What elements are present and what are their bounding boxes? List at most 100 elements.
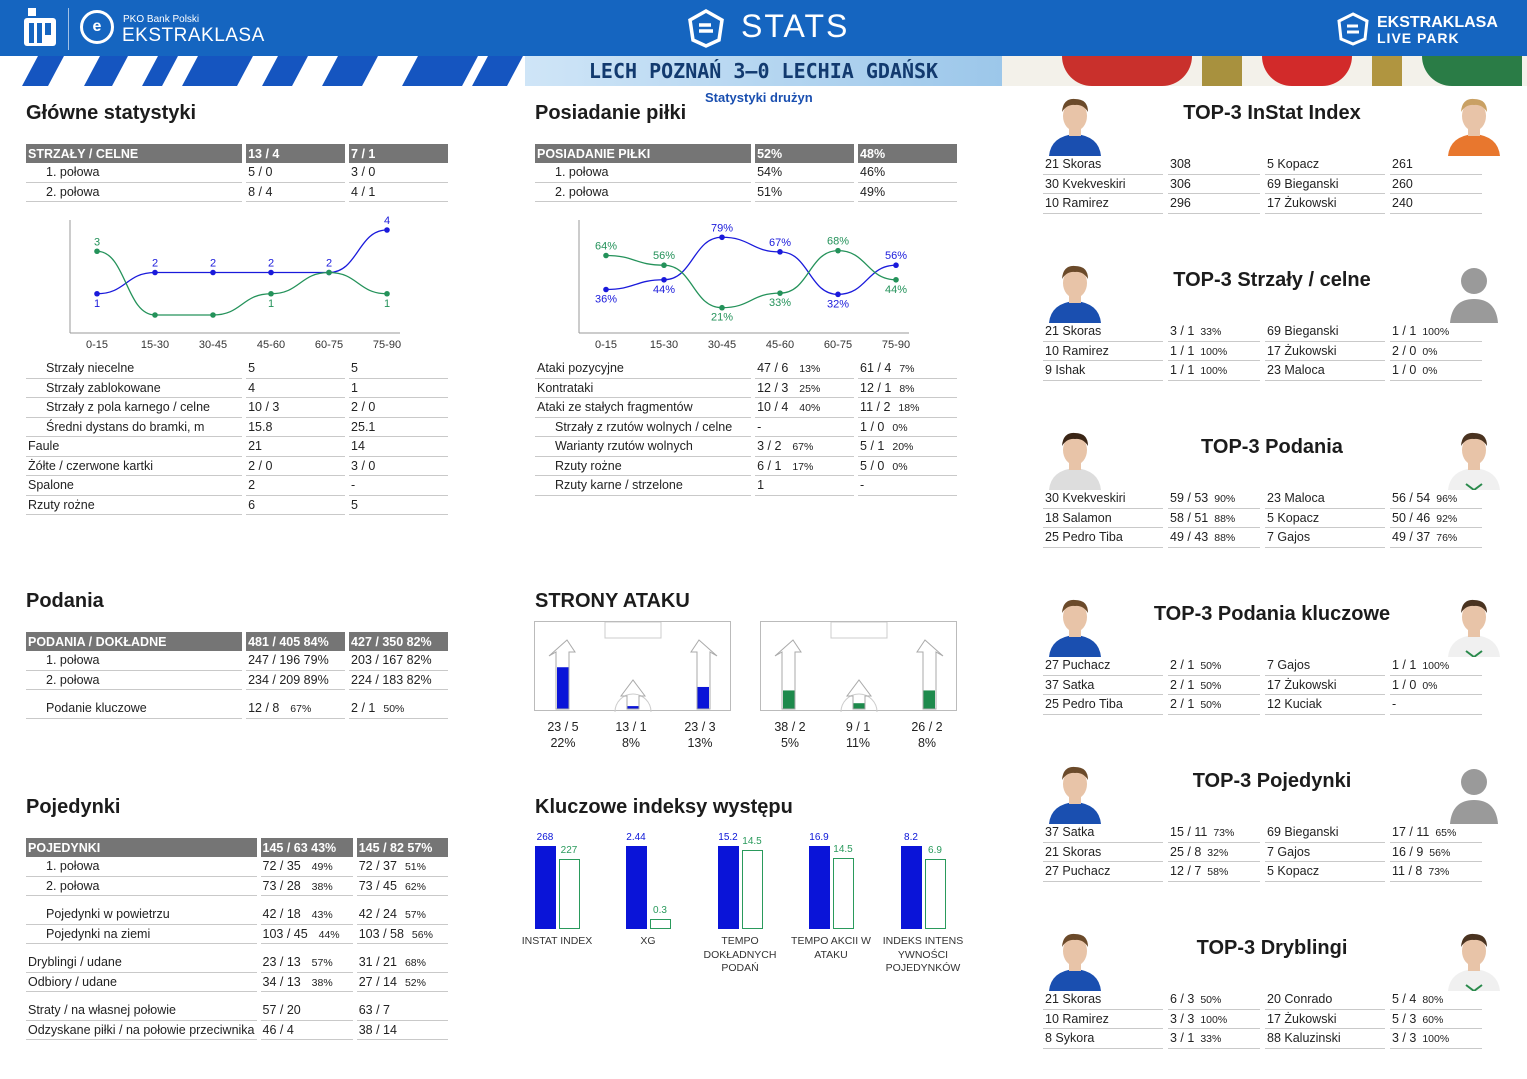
row-away: - <box>858 476 957 496</box>
away-percent: 18% <box>898 402 920 415</box>
data-label: 2 <box>326 258 332 270</box>
home-percent: 17% <box>789 460 814 473</box>
top3-player-home: 21 Skoras <box>1043 843 1163 862</box>
top3-player-away: 12 Kuciak <box>1265 695 1385 715</box>
top3-row: 10 Ramirez 1 / 1 100% 17 Żukowski 2 / 0 0% <box>1043 342 1482 361</box>
table-row: Odzyskane piłki / na połowie przeciwnika… <box>26 1021 448 1040</box>
top3-stat-away: 5 / 4 80% <box>1390 990 1482 1010</box>
player-photo-home <box>1045 426 1105 490</box>
player-photo-away <box>1444 426 1504 492</box>
row-home: 8 / 4 <box>246 183 346 202</box>
column-gap <box>256 838 261 857</box>
top3-title: TOP-3 Strzały / celne <box>1173 269 1371 291</box>
top3-percent: 88% <box>1214 512 1236 525</box>
top3-value: 50 / 46 <box>1392 510 1431 525</box>
table-row: Strzały z rzutów wolnych / celne - 1 / 0 0% <box>535 418 957 437</box>
home-value: 12 / 3 <box>757 380 789 395</box>
top3-percent: 33% <box>1200 1033 1222 1046</box>
top3-stat-away: 5 / 3 60% <box>1390 1010 1482 1029</box>
key-index-away-bar <box>650 918 671 929</box>
top3-stat-home: 6 / 3 50% <box>1168 990 1260 1010</box>
data-point <box>603 286 609 293</box>
attack-side-percent: 8% <box>621 736 641 750</box>
top3-stat-away: 16 / 9 56% <box>1390 843 1482 862</box>
top3-player-away: 23 Maloca <box>1265 361 1385 381</box>
attack-side-percent: 11% <box>845 736 871 750</box>
player-photo-away <box>1444 760 1504 824</box>
top3-percent: 80% <box>1422 994 1444 1007</box>
row-away: 1 <box>349 379 448 398</box>
attack-side-label: 13 / 1 8% <box>601 719 661 751</box>
data-label: 67% <box>769 237 791 249</box>
key-index-home-value: 268 <box>536 832 554 843</box>
passes-title: Podania <box>26 590 104 612</box>
row-home: 21 <box>246 437 346 457</box>
away-percent: 0% <box>892 421 908 434</box>
top3-percent: 73% <box>1428 866 1450 879</box>
row-label: 1. połowa <box>26 857 257 877</box>
table-row: Warianty rzutów wolnych 3 / 2 67% 5 / 1 20% <box>535 437 957 457</box>
spacer <box>26 992 448 1001</box>
top3-value: - <box>1392 697 1397 712</box>
top3-table: 21 Skoras 6 / 3 50% 20 Conrado 5 / 4 80% 10 Ra… <box>1043 990 1482 1049</box>
player-photo-away <box>1444 593 1504 659</box>
away-value: 73 / 45 <box>358 878 397 893</box>
key-index-away-value: 14.5 <box>742 835 762 847</box>
attack-side-label: 26 / 2 8% <box>897 719 957 751</box>
row-label: Strzały niecelne <box>26 359 243 379</box>
attack-side-percent: 8% <box>917 736 937 750</box>
table-row: Rzuty karne / strzelone 1 - <box>535 476 957 496</box>
row-label: Warianty rzutów wolnych <box>535 437 752 457</box>
row-label: Faule <box>26 437 243 457</box>
away-value: 103 / 58 <box>358 926 404 941</box>
top3-value: 2 / 0 <box>1392 343 1417 358</box>
row-home: 46 / 4 <box>260 1021 353 1040</box>
away-percent: 57% <box>404 909 426 922</box>
top3-row: 25 Pedro Tiba 49 / 43 88% 7 Gajos 49 / 37 76% <box>1043 528 1482 548</box>
top3-value: 2 / 1 <box>1170 697 1195 712</box>
data-label: 68% <box>827 236 849 248</box>
data-point <box>893 262 899 269</box>
data-label: 56% <box>885 250 907 262</box>
top3-stat-home: 3 / 3 100% <box>1168 1010 1260 1029</box>
top3-value: 16 / 9 <box>1392 844 1424 859</box>
row-away: 12 / 1 8% <box>858 379 957 398</box>
top3-stat-home: 25 / 8 32% <box>1168 843 1260 862</box>
key-index-label: XG <box>640 935 656 947</box>
top3-table: 21 Skoras 308 5 Kopacz 261 30 Kvekveskiri 306… <box>1043 155 1482 214</box>
data-point <box>384 290 390 297</box>
top3-stat-home: 2 / 1 50% <box>1168 676 1260 695</box>
attack-arrow-icon <box>916 639 944 710</box>
x-tick-label: 30-45 <box>199 339 227 351</box>
table-row: Ataki ze stałych fragmentów 10 / 4 40% 11 … <box>535 398 957 418</box>
table-row: Rzuty rożne 6 / 1 17% 5 / 0 0% <box>535 457 957 476</box>
data-label: 56% <box>653 250 675 262</box>
away-value: 42 / 24 <box>358 907 397 922</box>
row-label: Podanie kluczowe <box>26 699 243 719</box>
x-tick-label: 45-60 <box>257 339 285 351</box>
player-photo-away <box>1444 92 1504 156</box>
attack-side-bar <box>783 690 795 709</box>
row-away: 73 / 45 62% <box>356 877 448 896</box>
row-away: 63 / 7 <box>356 1001 448 1021</box>
table-row: Strzały zablokowane 4 1 <box>26 379 448 398</box>
top3-player-away: 7 Gajos <box>1265 843 1385 862</box>
top3-value: 49 / 37 <box>1392 530 1431 545</box>
top3-value: 1 / 1 <box>1392 324 1417 339</box>
away-percent: 7% <box>899 363 915 376</box>
home-percent: 25% <box>796 382 821 395</box>
data-point <box>268 269 274 276</box>
top3-row: 25 Pedro Tiba 2 / 1 50% 12 Kuciak - <box>1043 695 1482 715</box>
series-line <box>96 250 388 316</box>
data-point <box>384 227 390 233</box>
x-tick-label: 75-90 <box>373 339 401 351</box>
away-value: 12 / 1 <box>860 380 892 395</box>
home-percent: 49% <box>308 861 333 874</box>
top3-stat-home: 308 <box>1168 155 1260 175</box>
top3-percent: 32% <box>1207 846 1229 859</box>
row-label: Spalone <box>26 476 243 496</box>
